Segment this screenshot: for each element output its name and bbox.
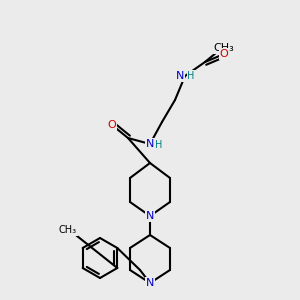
Text: CH₃: CH₃ <box>214 43 234 53</box>
Text: N: N <box>146 139 154 149</box>
Text: N: N <box>146 278 154 288</box>
Text: N: N <box>176 71 184 81</box>
Text: O: O <box>220 49 228 59</box>
Text: O: O <box>108 120 116 130</box>
Text: CH₃: CH₃ <box>59 225 77 235</box>
Text: H: H <box>187 71 195 81</box>
Text: H: H <box>155 140 163 150</box>
Text: N: N <box>146 211 154 221</box>
